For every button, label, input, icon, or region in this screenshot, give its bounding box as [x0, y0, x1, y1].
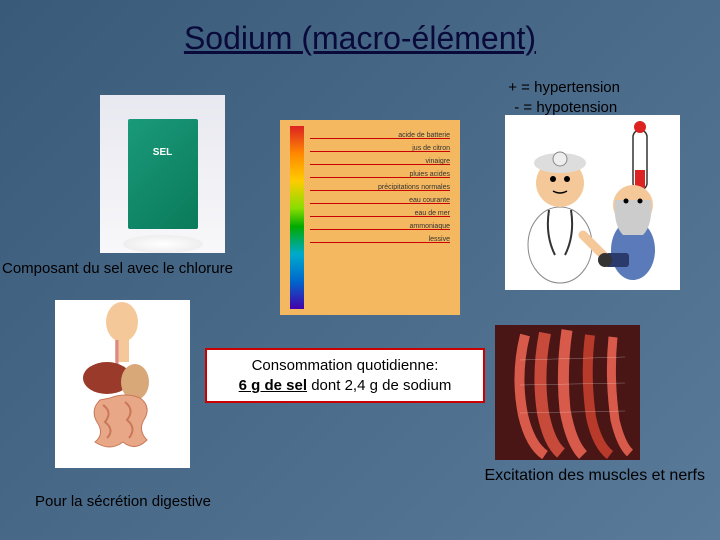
doctor-cartoon-icon — [505, 115, 680, 290]
secretion-caption: Pour la sécrétion digestive — [35, 493, 211, 510]
ph-labels: acide de batterie jus de citron vinaigre… — [310, 126, 450, 309]
consumption-title: Consommation quotidienne: — [213, 356, 477, 376]
ph-gradient-icon — [290, 126, 304, 309]
page-title: Sodium (macro-élément) — [0, 0, 720, 57]
muscle-anatomy-icon — [495, 325, 640, 460]
hypertension-line1: + = hypertension — [508, 78, 620, 98]
digestive-system-image — [55, 300, 190, 468]
salt-pile-icon — [123, 235, 203, 253]
muscle-image — [495, 325, 640, 460]
doctor-image — [505, 115, 680, 290]
salt-package-icon — [128, 119, 198, 229]
consumption-callout: Consommation quotidienne: 6 g de sel don… — [205, 348, 485, 403]
ph-scale-image: acide de batterie jus de citron vinaigre… — [280, 120, 460, 315]
salt-image — [100, 95, 225, 253]
consumption-amount: 6 g de sel — [239, 377, 307, 394]
composant-caption: Composant du sel avec le chlorure — [2, 260, 233, 277]
consumption-rest: dont 2,4 g de sodium — [307, 377, 451, 394]
hypertension-caption: + = hypertension - = hypotension — [508, 78, 620, 117]
consumption-detail: 6 g de sel dont 2,4 g de sodium — [213, 376, 477, 396]
excitation-caption: Excitation des muscles et nerfs — [484, 467, 705, 485]
digestive-anatomy-icon — [55, 300, 190, 468]
